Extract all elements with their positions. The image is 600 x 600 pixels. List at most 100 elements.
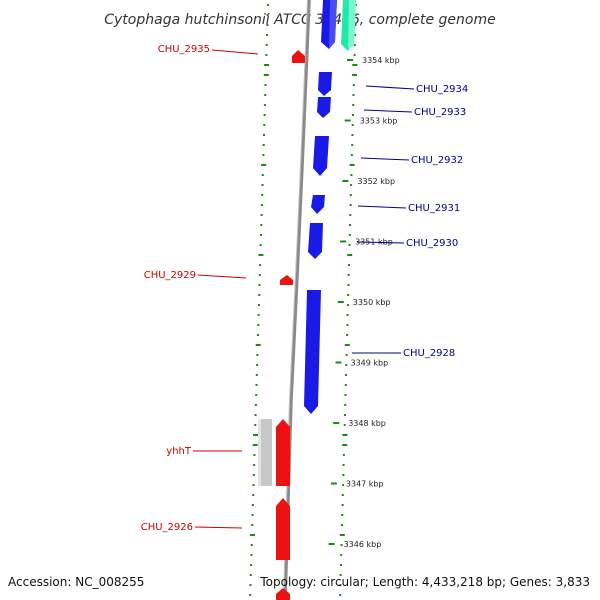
gc-dot-right [353,44,356,46]
leader-chu-2931 [357,205,407,209]
label-chu-2926[interactable]: CHU_2926 [141,522,193,533]
feature-rna-shade [348,0,356,51]
gc-dot-left [263,74,269,76]
gc-dot-right [346,304,349,306]
label-chu-2934[interactable]: CHU_2934 [416,84,468,95]
gc-dot-right [351,144,354,146]
gc-dot-left [259,244,262,246]
gc-dot-left [263,114,266,116]
gc-dot-left [250,564,253,566]
leader-chu-2935 [211,49,259,55]
gc-dot-left [263,124,266,126]
scale-tick-label: 3352 kbp [357,177,395,186]
scale-tick-mark [342,180,349,182]
gc-dot-right [344,394,347,396]
gc-dot-left [251,524,254,526]
scale-tick-mark [330,482,337,485]
label-chu-2933[interactable]: CHU_2933 [414,107,466,118]
gc-dot-right [347,284,350,286]
scale-tick-mark [344,119,351,122]
gc-dot-right [352,104,355,106]
feature-chu-2930[interactable] [308,223,323,259]
gc-dot-left [257,314,260,316]
gc-dot-left [264,84,267,86]
gc-dot-left [257,334,259,336]
feature-chu-2934[interactable] [318,72,332,96]
label-chu-2929[interactable]: CHU_2929 [144,270,196,281]
gc-dot-right [341,524,343,526]
gc-dot-right [349,194,352,196]
gc-dot-right [344,404,347,406]
gc-dot-left [261,184,264,186]
forward-strand-features [304,0,337,414]
gc-dot-left [263,134,265,136]
gc-dot-right [344,344,350,346]
label-chu-2931[interactable]: CHU_2931 [408,203,460,214]
gc-dot-left [251,504,254,506]
gc-dot-right [340,544,343,546]
gc-dot-right [351,124,354,126]
label-chu-2932[interactable]: CHU_2932 [411,155,463,166]
gc-dot-right [341,514,344,516]
scale-tick-label: 3349 kbp [351,359,389,368]
scale-tick-mark [333,422,340,424]
gc-dot-right [348,234,351,236]
gc-dot-right [349,164,355,166]
gc-dot-right [348,244,351,246]
gc-dot-right [340,554,343,556]
gc-dot-right [354,34,357,36]
feature-yhhT[interactable] [276,419,290,486]
gc-dot-right [342,474,345,476]
feature-bottom-red[interactable] [276,588,290,600]
feature-chu-2931[interactable] [311,195,325,214]
gc-dot-left [249,594,252,596]
gc-dot-left [259,264,262,266]
gc-dot-left [254,414,257,416]
gc-dot-left [255,394,258,396]
label-chu-2928[interactable]: CHU_2928 [403,348,455,359]
feature-chu-2935[interactable] [292,50,305,63]
gc-dot-right [349,224,351,226]
gc-dot-right [340,564,342,566]
scale-tick-mark [340,240,347,243]
gc-dot-left [266,14,269,16]
gc-dot-left [257,304,260,306]
gc-dot-right [345,354,348,356]
gc-dot-right [353,54,356,56]
feature-chu-2926[interactable] [276,498,290,560]
feature-chu-2933[interactable] [317,97,331,118]
gc-dot-left [252,444,258,446]
feature-pseudo-gray[interactable] [258,419,272,486]
scale-tick-mark [337,301,344,303]
feature-chu-2928[interactable] [304,290,321,414]
gc-dot-left [252,474,255,476]
gc-dot-right [352,94,355,96]
gc-dot-right [354,4,357,6]
gc-dot-left [264,64,270,66]
gc-dot-left [254,404,257,406]
gc-dot-right [339,574,342,576]
gc-dot-right [349,204,352,206]
gc-dot-left [266,4,269,6]
gc-dot-left [251,514,254,516]
label-yhhT[interactable]: yhhT [166,446,192,457]
feature-chu-2929[interactable] [280,275,293,285]
label-chu-2930[interactable]: CHU_2930 [406,238,458,249]
leader-chu-2933 [363,109,413,113]
feature-chu-2932[interactable] [313,136,329,176]
gc-dot-left [253,464,256,466]
map-title: Cytophaga hutchinsonii ATCC 33406, compl… [104,12,495,28]
leader-chu-2934 [365,85,415,90]
gc-dot-left [256,364,259,366]
gc-content-track-left [249,4,270,596]
label-chu-2935[interactable]: CHU_2935 [158,44,210,55]
gc-dot-left [252,484,255,486]
gc-dot-right [342,484,345,486]
gc-dot-left [264,94,267,96]
gc-dot-right [344,414,346,416]
gc-dot-left [249,584,252,586]
gc-dot-right [354,24,357,26]
gc-dot-right [341,494,344,496]
gc-dot-right [346,314,349,316]
